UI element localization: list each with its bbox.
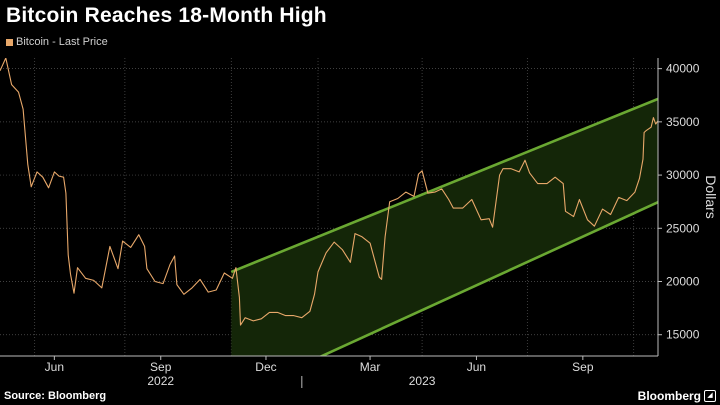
x-tick-label: Sep [150, 360, 172, 374]
price-series [0, 57, 660, 326]
brand-logo: Bloomberg ◢ [638, 389, 716, 403]
brand-badge-icon: ◢ [704, 390, 716, 402]
channel-fill [231, 98, 658, 356]
axes: 15000 20000 25000 30000 35000 40000 Jun Sep Dec M… [0, 58, 719, 388]
y-tick-label: 25000 [666, 221, 700, 235]
channel-lower-line [318, 200, 658, 356]
x-tick-label: Sep [572, 360, 594, 374]
footer: Source: Bloomberg Bloomberg ◢ [0, 389, 720, 405]
y-axis-title: Dollars [703, 175, 719, 219]
x-tick-label: Jun [467, 360, 486, 374]
legend-swatch [6, 38, 13, 46]
trend-channel [230, 97, 658, 356]
year-label: 2023 [409, 374, 436, 388]
source-note: Source: Bloomberg [4, 390, 107, 402]
y-tick-label: 20000 [666, 275, 700, 289]
y-tick-label: 40000 [666, 62, 700, 76]
chart-title: Bitcoin Reaches 18-Month High [6, 4, 327, 27]
y-tick-label: 15000 [666, 328, 700, 342]
x-tick-label: Mar [360, 360, 381, 374]
legend-label: Bitcoin - Last Price [16, 36, 108, 48]
x-tick-label: Dec [255, 360, 276, 374]
x-tick-label: Jun [45, 360, 64, 374]
brand-name: Bloomberg [637, 389, 701, 403]
channel-upper-line [230, 97, 658, 274]
y-tick-label: 35000 [666, 115, 700, 129]
legend: Bitcoin - Last Price [6, 36, 108, 48]
y-tick-label: 30000 [666, 168, 700, 182]
year-label: 2022 [147, 374, 174, 388]
